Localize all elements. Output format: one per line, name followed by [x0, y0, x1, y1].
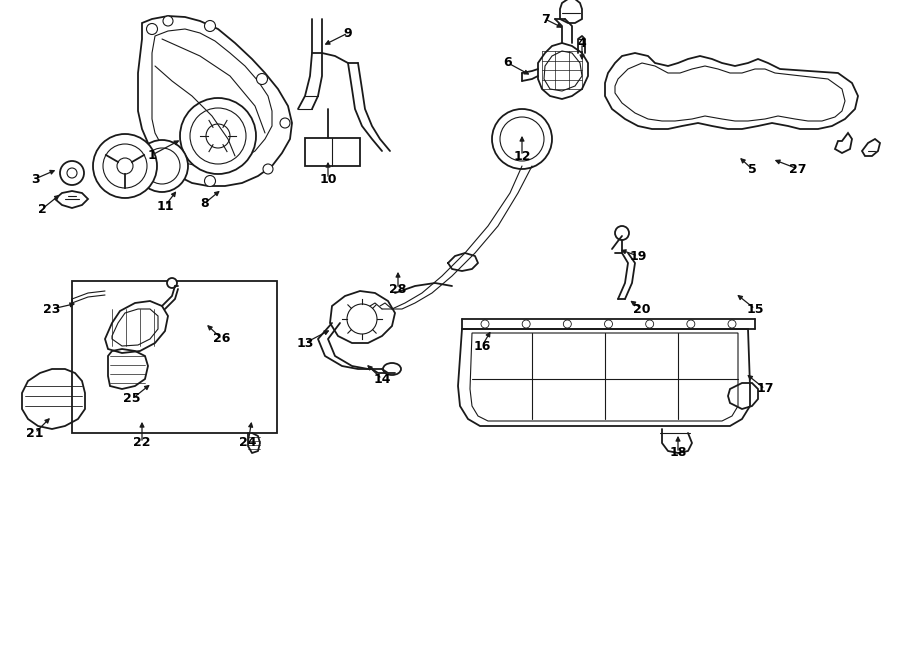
Ellipse shape — [383, 363, 401, 375]
Circle shape — [136, 140, 188, 192]
Circle shape — [615, 226, 629, 240]
Circle shape — [167, 278, 177, 288]
Text: 2: 2 — [38, 202, 47, 215]
Circle shape — [204, 176, 215, 186]
Bar — [305, 138, 360, 166]
Text: 4: 4 — [578, 36, 587, 50]
Text: 3: 3 — [31, 173, 40, 186]
Circle shape — [280, 118, 290, 128]
Text: 14: 14 — [374, 373, 391, 385]
Circle shape — [263, 164, 273, 174]
Circle shape — [117, 158, 133, 174]
Text: 16: 16 — [473, 340, 491, 352]
Circle shape — [93, 134, 157, 198]
Text: 22: 22 — [133, 436, 151, 449]
Text: 17: 17 — [756, 383, 774, 395]
Text: 25: 25 — [123, 393, 140, 405]
Circle shape — [492, 109, 552, 169]
Circle shape — [206, 124, 230, 148]
Circle shape — [157, 168, 167, 178]
Text: 21: 21 — [26, 426, 44, 440]
Text: 1: 1 — [148, 149, 157, 161]
Text: 26: 26 — [213, 332, 230, 346]
Text: 18: 18 — [670, 446, 687, 459]
Text: 8: 8 — [201, 196, 210, 210]
Circle shape — [163, 16, 173, 26]
Circle shape — [147, 24, 158, 34]
Text: 23: 23 — [43, 303, 60, 315]
Text: 15: 15 — [746, 303, 764, 315]
Circle shape — [256, 73, 267, 85]
Text: 9: 9 — [344, 26, 352, 40]
Text: 5: 5 — [748, 163, 756, 176]
Circle shape — [180, 98, 256, 174]
Text: 20: 20 — [634, 303, 651, 315]
Text: 11: 11 — [157, 200, 174, 212]
Text: 6: 6 — [504, 56, 512, 69]
Text: 7: 7 — [541, 13, 549, 26]
Text: 10: 10 — [320, 173, 337, 186]
Text: 24: 24 — [239, 436, 256, 449]
Text: 19: 19 — [629, 249, 647, 262]
Circle shape — [204, 20, 215, 32]
Text: 28: 28 — [390, 282, 407, 295]
Circle shape — [60, 161, 84, 185]
Text: 12: 12 — [513, 149, 531, 163]
Text: 27: 27 — [789, 163, 806, 176]
Text: 13: 13 — [296, 336, 314, 350]
Bar — [72, 281, 277, 433]
